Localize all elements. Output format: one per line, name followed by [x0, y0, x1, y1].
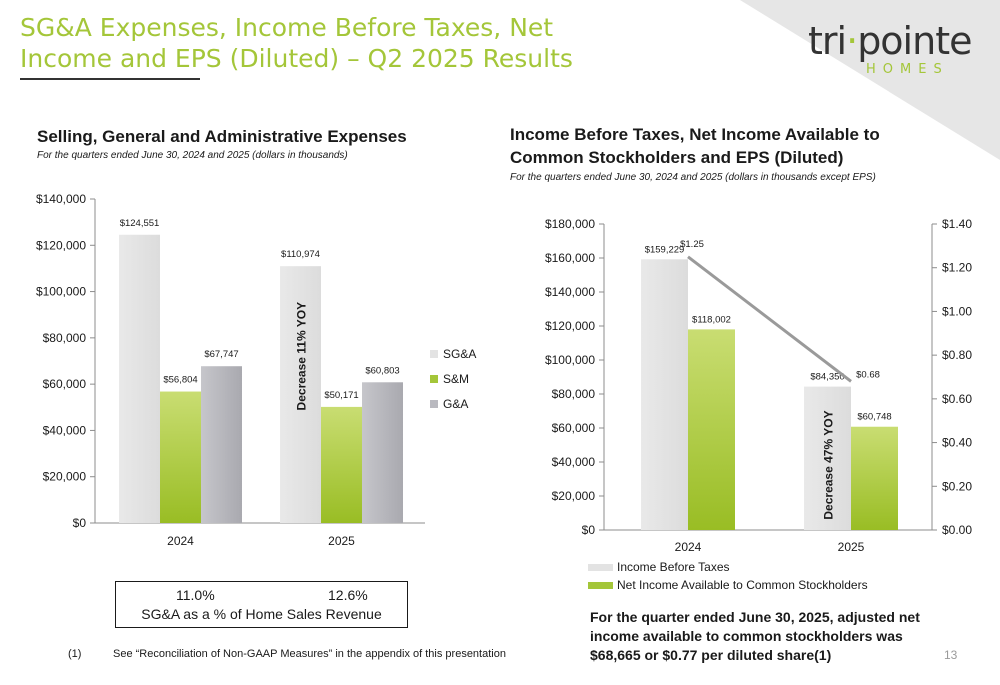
- eps-y-tick-label: $0.60: [942, 392, 972, 406]
- sm-bar: [321, 406, 362, 523]
- sga-yoy-annotation: Decrease 11% YOY: [295, 302, 309, 411]
- sga-bar: [119, 234, 160, 523]
- net-income-bar-value-label: $118,002: [692, 314, 731, 325]
- ga-bar: [362, 382, 403, 523]
- income-panel-title-line1: Income Before Taxes, Net Income Availabl…: [510, 125, 880, 144]
- income-yoy-annotation: Decrease 47% YOY: [822, 410, 836, 519]
- ga-bar-value-label: $67,747: [204, 349, 238, 360]
- footnote-number: (1): [68, 648, 82, 660]
- sga-y-tick-label: $0: [73, 516, 87, 530]
- income-before-taxes-bar: [804, 386, 851, 530]
- eps-line: [687, 255, 852, 383]
- sga-y-tick-label: $80,000: [43, 331, 87, 345]
- net-income-bar: [688, 329, 735, 530]
- sga-bar: [280, 266, 321, 523]
- ga-bar: [201, 366, 242, 523]
- income-before-taxes-bar-value-label: $159,229: [645, 244, 685, 255]
- income-x-tick-label: 2025: [838, 540, 865, 554]
- eps-y-tick-label: $0.00: [942, 523, 972, 537]
- eps-y-tick-label: $1.40: [942, 217, 972, 231]
- eps-y-tick-label: $0.20: [942, 479, 972, 493]
- sga-y-tick-label: $140,000: [36, 192, 86, 206]
- income-y-tick-label: $180,000: [545, 217, 595, 231]
- income-y-tick-label: $60,000: [552, 421, 596, 435]
- corner-decoration: [740, 0, 1000, 160]
- income-before-taxes-bar: [641, 259, 688, 530]
- page-number: 13: [944, 648, 958, 662]
- sga-bar-value-label: $124,551: [120, 218, 160, 229]
- sga-x-tick-label: 2025: [328, 534, 355, 548]
- footnote-text: See “Reconciliation of Non-GAAP Measures…: [113, 648, 506, 660]
- sga-legend-swatch: [430, 400, 438, 408]
- eps-y-tick-label: $0.80: [942, 348, 972, 362]
- ga-bar-value-label: $60,803: [365, 365, 399, 376]
- sga-legend-swatch: [430, 350, 438, 358]
- income-x-tick-label: 2024: [675, 540, 702, 554]
- income-y-tick-label: $80,000: [552, 387, 596, 401]
- eps-y-tick-label: $0.40: [942, 436, 972, 450]
- income-legend-swatch: [588, 582, 613, 589]
- sm-bar: [160, 391, 201, 523]
- income-y-tick-label: $140,000: [545, 285, 595, 299]
- income-legend-label: Income Before Taxes: [617, 560, 730, 574]
- sga-x-tick-label: 2024: [167, 534, 194, 548]
- logo-wordmark: tri·pointe: [808, 19, 972, 63]
- sga-legend-label: S&M: [443, 372, 469, 386]
- logo-subtitle: HOMES: [866, 62, 949, 77]
- sga-ratio-label: SG&A as a % of Home Sales Revenue: [141, 606, 382, 622]
- sga-y-tick-label: $60,000: [43, 377, 87, 391]
- sga-ratio-box: 11.0% 12.6% SG&A as a % of Home Sales Re…: [115, 581, 408, 628]
- eps-value-label: $0.68: [856, 369, 880, 380]
- income-y-tick-label: $160,000: [545, 251, 595, 265]
- income-y-tick-label: $20,000: [552, 489, 596, 503]
- income-y-tick-label: $0: [582, 523, 596, 537]
- income-before-taxes-bar-value-label: $84,350: [810, 372, 844, 383]
- adjusted-net-income-callout: For the quarter ended June 30, 2025, adj…: [590, 609, 920, 663]
- income-y-tick-label: $120,000: [545, 319, 595, 333]
- income-y-tick-label: $100,000: [545, 353, 595, 367]
- sga-ratio-2025: 12.6%: [328, 587, 368, 603]
- sga-legend-swatch: [430, 375, 438, 383]
- sm-bar-value-label: $50,171: [324, 390, 358, 401]
- income-legend-label: Net Income Available to Common Stockhold…: [617, 578, 868, 592]
- sga-y-tick-label: $120,000: [36, 238, 86, 252]
- company-logo: tri·pointe HOMES: [808, 20, 978, 80]
- sga-y-tick-label: $20,000: [43, 470, 87, 484]
- sga-panel-title: Selling, General and Administrative Expe…: [37, 127, 407, 146]
- sm-bar-value-label: $56,804: [163, 375, 197, 386]
- sga-legend-label: G&A: [443, 397, 468, 411]
- net-income-bar-value-label: $60,748: [857, 412, 891, 423]
- income-y-tick-label: $40,000: [552, 455, 596, 469]
- income-panel-subtitle: For the quarters ended June 30, 2024 and…: [510, 172, 876, 183]
- net-income-bar: [851, 426, 898, 530]
- income-legend-swatch: [588, 564, 613, 571]
- eps-y-tick-label: $1.20: [942, 261, 972, 275]
- sga-y-tick-label: $100,000: [36, 285, 86, 299]
- sga-legend-label: SG&A: [443, 347, 476, 361]
- slide-title: SG&A Expenses, Income Before Taxes, Net …: [20, 13, 573, 73]
- sga-panel-subtitle: For the quarters ended June 30, 2024 and…: [37, 150, 348, 161]
- sga-ratio-2024: 11.0%: [176, 587, 215, 603]
- sga-y-tick-label: $40,000: [43, 423, 87, 437]
- sga-bar-value-label: $110,974: [281, 249, 320, 260]
- income-panel-title-line2: Common Stockholders and EPS (Diluted): [510, 148, 844, 167]
- eps-y-tick-label: $1.00: [942, 304, 972, 318]
- eps-value-label: $1.25: [680, 239, 704, 250]
- title-divider: [20, 78, 200, 80]
